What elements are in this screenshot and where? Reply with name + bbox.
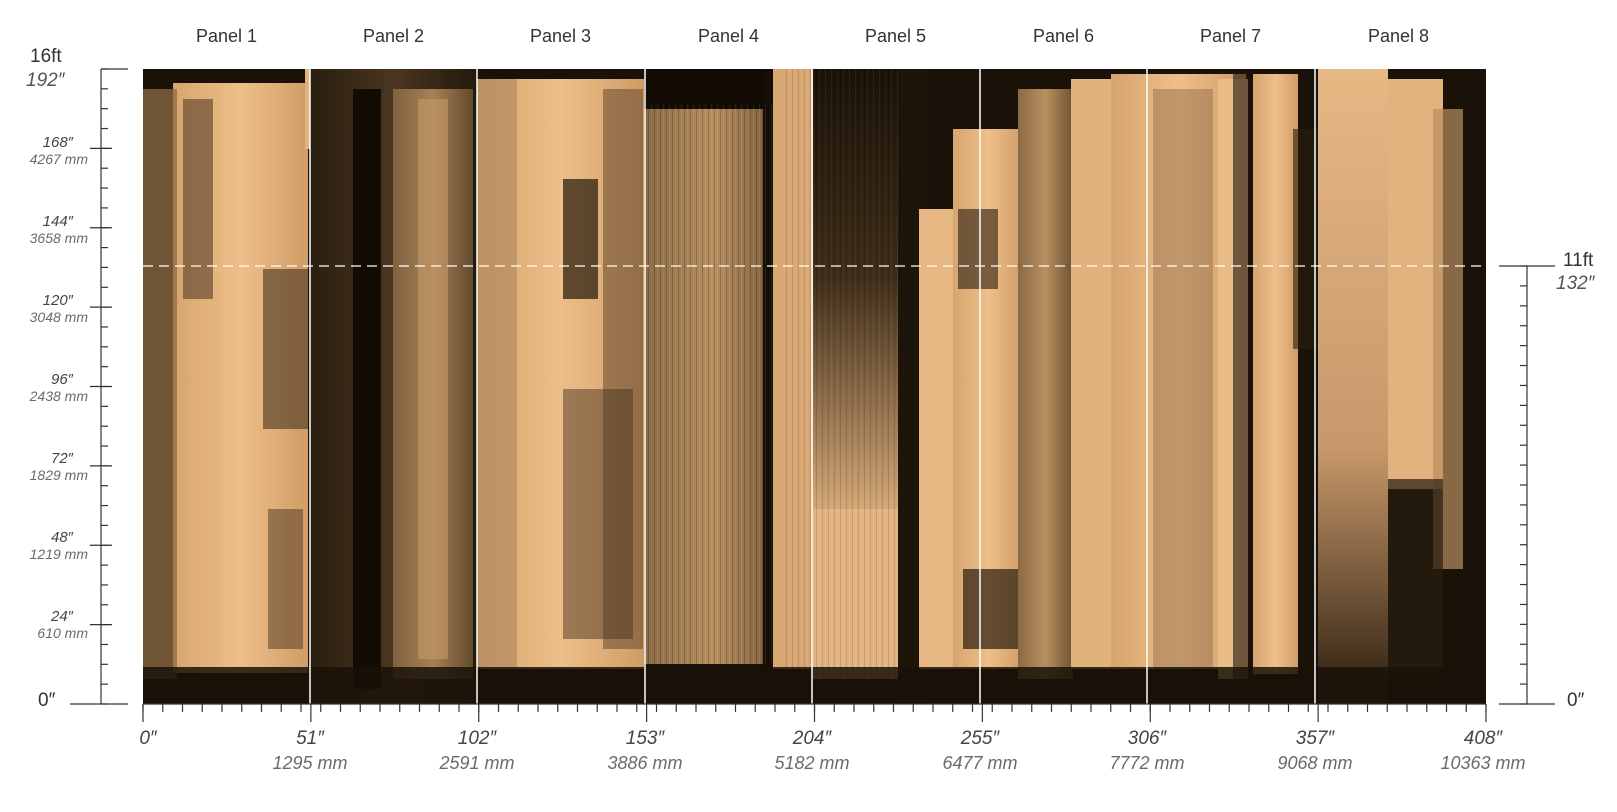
right-height-ft: 11ft [1563, 250, 1594, 271]
x-tick-204: 204″ [792, 728, 832, 749]
x-tick-mm-8: 10363 mm [1440, 753, 1526, 773]
x-tick-0: 0″ [139, 728, 157, 749]
x-tick-306: 306″ [1127, 728, 1167, 749]
x-tick-153: 153″ [625, 728, 665, 749]
panel-title-1: Panel 1 [195, 26, 258, 46]
right-zero: 0″ [1567, 690, 1585, 711]
y-tick-144-mm: 3658 mm [29, 230, 88, 246]
x-tick-mm-6: 7772 mm [1109, 753, 1185, 773]
y-tick-48-mm: 1219 mm [29, 546, 88, 562]
left-height-ft: 16ft [30, 46, 62, 67]
left-zero: 0″ [38, 690, 56, 711]
x-tick-mm-5: 6477 mm [942, 753, 1018, 773]
panel-title-6: Panel 6 [1032, 26, 1095, 46]
panel-title-2: Panel 2 [362, 26, 425, 46]
y-tick-96-mm: 2438 mm [29, 388, 88, 404]
y-tick-72-in: 72″ [51, 450, 73, 467]
x-tick-357: 357″ [1295, 728, 1335, 749]
panel-title-5: Panel 5 [864, 26, 927, 46]
x-axis [142, 703, 1487, 722]
y-tick-168-mm: 4267 mm [29, 151, 88, 167]
right-height-in: 132″ [1556, 273, 1595, 294]
panel-title-4: Panel 4 [697, 26, 760, 46]
x-tick-mm-4: 5182 mm [774, 753, 850, 773]
y-axis-right [1499, 265, 1555, 705]
y-tick-24-mm: 610 mm [37, 625, 88, 641]
painting-strokes [143, 69, 1486, 704]
x-tick-mm-1: 1295 mm [272, 753, 348, 773]
y-tick-120-in: 120″ [42, 292, 73, 309]
x-tick-mm-7: 9068 mm [1277, 753, 1353, 773]
y-tick-48-in: 48″ [51, 529, 73, 546]
y-tick-144-in: 144″ [42, 213, 73, 230]
y-tick-120-mm: 3048 mm [29, 309, 88, 325]
x-tick-51: 51″ [296, 728, 324, 749]
x-tick-255: 255″ [960, 728, 1000, 749]
left-height-in: 192″ [26, 70, 65, 91]
y-tick-24-in: 24″ [51, 608, 73, 625]
x-tick-408: 408″ [1463, 728, 1503, 749]
panel-title-3: Panel 3 [529, 26, 592, 46]
y-tick-168-in: 168″ [42, 134, 73, 151]
x-tick-mm-2: 2591 mm [439, 753, 515, 773]
y-tick-72-mm: 1829 mm [29, 467, 88, 483]
x-tick-mm-3: 3886 mm [607, 753, 683, 773]
mural-painting [143, 69, 1486, 704]
y-tick-96-in: 96″ [51, 371, 73, 388]
panel-title-8: Panel 8 [1367, 26, 1430, 46]
panel-title-7: Panel 7 [1199, 26, 1262, 46]
x-tick-102: 102″ [457, 728, 497, 749]
